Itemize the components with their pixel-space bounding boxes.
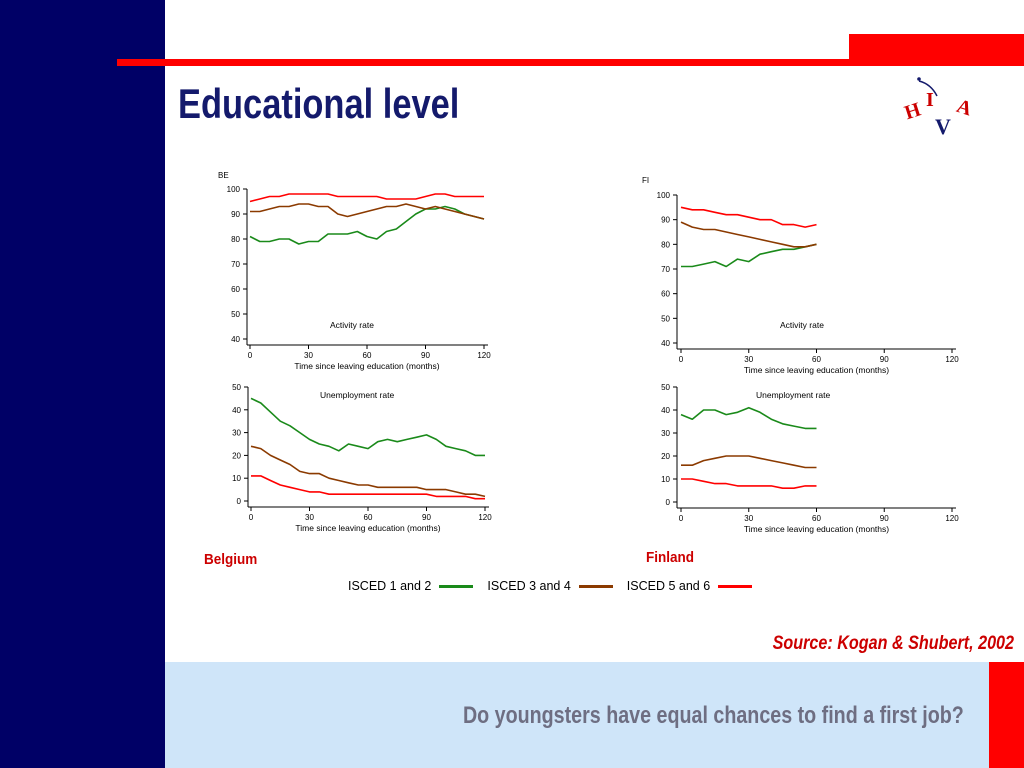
x-tick-label: 30 bbox=[744, 514, 753, 523]
y-tick-label: 90 bbox=[661, 216, 670, 225]
x-tick-label: 60 bbox=[812, 514, 821, 523]
x-tick-label: 120 bbox=[478, 513, 492, 522]
left-navy-bar bbox=[0, 0, 165, 768]
panel-annotation: Unemployment rate bbox=[756, 390, 830, 400]
series-line-2 bbox=[680, 206, 817, 228]
x-tick-label: 60 bbox=[363, 351, 372, 360]
x-tick-label: 120 bbox=[477, 351, 491, 360]
panel-annotation: Unemployment rate bbox=[320, 390, 394, 400]
legend-label: ISCED 1 and 2 bbox=[348, 579, 432, 593]
series-line-1 bbox=[680, 221, 817, 248]
panel-corner-label: FI bbox=[642, 176, 649, 185]
x-tick-label: 90 bbox=[422, 513, 431, 522]
top-red-rule bbox=[117, 59, 849, 66]
legend-swatch bbox=[439, 584, 474, 588]
y-tick-label: 90 bbox=[231, 210, 240, 219]
y-tick-label: 40 bbox=[231, 335, 240, 344]
series-line-0 bbox=[681, 243, 817, 268]
x-tick-label: 0 bbox=[679, 514, 684, 523]
x-tick-label: 30 bbox=[305, 513, 314, 522]
y-tick-label: 40 bbox=[661, 406, 670, 415]
series-line-2 bbox=[249, 193, 484, 203]
legend-label: ISCED 5 and 6 bbox=[626, 579, 711, 593]
y-tick-label: 10 bbox=[661, 475, 670, 484]
y-tick-label: 100 bbox=[227, 185, 241, 194]
x-tick-label: 0 bbox=[679, 355, 684, 364]
source-citation: Source: Kogan & Shubert, 2002 bbox=[772, 633, 1014, 654]
series-line-0 bbox=[680, 406, 817, 430]
x-tick-label: 30 bbox=[744, 355, 753, 364]
logo-letter-i: I bbox=[926, 89, 934, 111]
x-tick-label: 90 bbox=[880, 514, 889, 523]
y-tick-label: 20 bbox=[661, 452, 670, 461]
x-tick-label: 90 bbox=[421, 351, 430, 360]
y-tick-label: 100 bbox=[657, 191, 671, 200]
y-tick-label: 60 bbox=[231, 285, 240, 294]
x-axis-label: Time since leaving education (months) bbox=[744, 524, 889, 534]
y-tick-label: 0 bbox=[237, 497, 242, 506]
x-axis-label: Time since leaving education (months) bbox=[744, 365, 889, 375]
top-red-block bbox=[849, 34, 1024, 66]
x-tick-label: 90 bbox=[880, 355, 889, 364]
series-line-2 bbox=[681, 478, 817, 489]
y-tick-label: 30 bbox=[661, 429, 670, 438]
series-line-1 bbox=[681, 455, 817, 469]
legend-swatch bbox=[578, 584, 613, 588]
chart-legend: ISCED 1 and 2 ISCED 3 and 4 ISCED 5 and … bbox=[348, 579, 766, 593]
country-label-finland: Finland bbox=[646, 549, 694, 566]
series-line-2 bbox=[251, 475, 485, 500]
legend-item-isced34: ISCED 3 and 4 bbox=[487, 579, 613, 593]
panel-annotation: Activity rate bbox=[780, 320, 824, 330]
x-tick-label: 0 bbox=[249, 513, 254, 522]
logo-letter-h: H bbox=[902, 98, 924, 124]
x-tick-label: 60 bbox=[364, 513, 373, 522]
panel-corner-label: BE bbox=[218, 171, 229, 180]
y-tick-label: 50 bbox=[232, 383, 241, 392]
series-line-0 bbox=[250, 397, 485, 457]
x-axis-label: Time since leaving education (months) bbox=[295, 523, 440, 533]
legend-swatch bbox=[718, 584, 753, 588]
x-tick-label: 120 bbox=[945, 514, 959, 523]
y-tick-label: 40 bbox=[661, 339, 670, 348]
y-tick-label: 80 bbox=[661, 240, 670, 249]
legend-label: ISCED 3 and 4 bbox=[487, 579, 571, 593]
hiva-logo: H I V A bbox=[902, 77, 975, 139]
y-tick-label: 60 bbox=[661, 290, 670, 299]
country-label-belgium: Belgium bbox=[204, 551, 258, 568]
y-tick-label: 30 bbox=[232, 429, 241, 438]
footer-question: Do youngsters have equal chances to find… bbox=[463, 702, 964, 729]
y-tick-label: 50 bbox=[661, 314, 670, 323]
panel-annotation: Activity rate bbox=[330, 320, 374, 330]
x-tick-label: 60 bbox=[812, 355, 821, 364]
slide-title: Educational level bbox=[178, 80, 460, 127]
x-tick-label: 0 bbox=[248, 351, 253, 360]
series-line-1 bbox=[250, 203, 485, 220]
legend-item-isced12: ISCED 1 and 2 bbox=[348, 579, 474, 593]
y-tick-label: 20 bbox=[232, 451, 241, 460]
y-tick-label: 70 bbox=[231, 260, 240, 269]
y-tick-label: 10 bbox=[232, 474, 241, 483]
logo-letter-v: V bbox=[935, 114, 951, 139]
y-tick-label: 50 bbox=[661, 383, 670, 392]
y-tick-label: 0 bbox=[666, 498, 671, 507]
footer-red-block bbox=[989, 662, 1024, 768]
series-line-1 bbox=[250, 445, 486, 498]
y-tick-label: 70 bbox=[661, 265, 670, 274]
x-tick-label: 30 bbox=[304, 351, 313, 360]
y-tick-label: 80 bbox=[231, 235, 240, 244]
y-tick-label: 40 bbox=[232, 406, 241, 415]
legend-item-isced56: ISCED 5 and 6 bbox=[626, 579, 753, 593]
x-axis-label: Time since leaving education (months) bbox=[294, 361, 439, 371]
x-tick-label: 120 bbox=[945, 355, 959, 364]
footer-band bbox=[165, 662, 989, 768]
y-tick-label: 50 bbox=[231, 310, 240, 319]
series-line-0 bbox=[249, 205, 485, 245]
